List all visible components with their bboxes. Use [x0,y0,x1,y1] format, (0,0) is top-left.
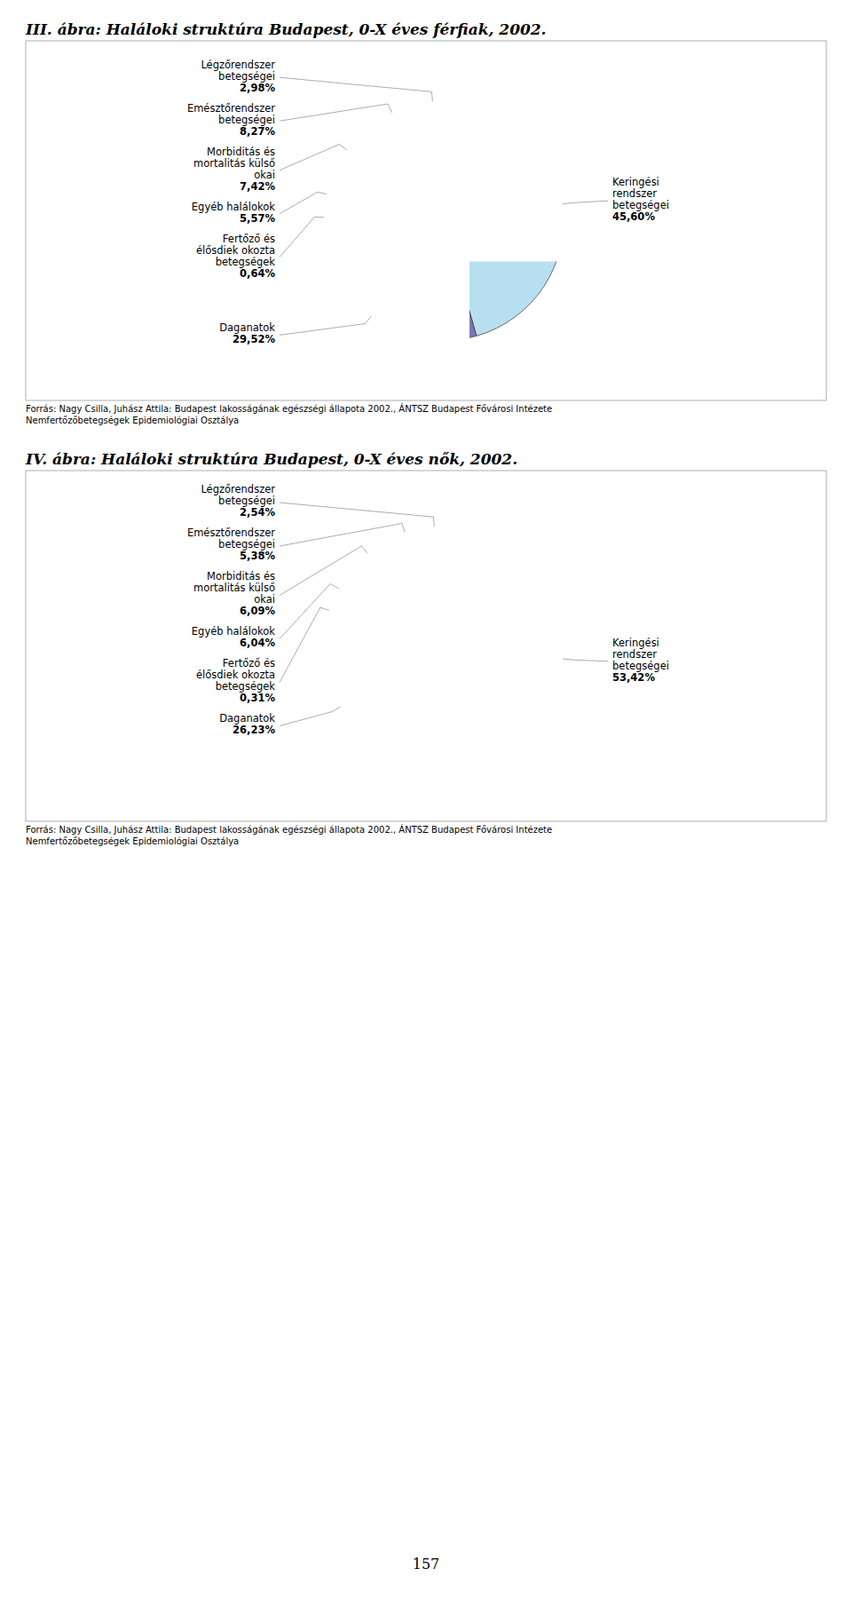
category-label: Keringésirendszerbetegségei [612,636,670,672]
category-label-line: okai [253,168,276,182]
leader-line [279,545,368,596]
category-label: Fertőző ésélősdiek okoztabetegségek [196,232,276,269]
chart: III. ábra: Haláloki struktúra Budapest, … [24,20,827,426]
value-label: 5,57% [239,212,276,225]
category-label-line: Keringési [612,175,660,189]
category-label-line: Daganatok [219,321,276,334]
value-label: 2,98% [239,81,276,95]
category-label-line: mortalitás külső [193,157,276,170]
category-label-line: Egyéb halálokok [191,624,276,638]
leader-line [279,144,348,171]
category-label: Daganatok [219,321,276,334]
leader-line [279,502,434,527]
leader-line [279,583,340,639]
frame [25,470,827,821]
leader-line [279,191,327,213]
category-label-line: betegségei [218,494,276,507]
value-label: 6,04% [239,636,276,649]
value-label: 0,64% [239,267,276,280]
category-label: Egyéb halálokok [191,200,276,213]
leader-line [279,103,393,121]
category-label: Morbiditás ésmortalitás külsőokai [193,569,276,606]
category-label-line: okai [253,592,276,606]
category-label-line: betegségei [218,113,276,127]
leader-line [279,315,371,335]
title: IV. ábra: Haláloki struktúra Budapest, 0… [24,449,518,468]
category-label-line: Morbiditás és [206,145,276,158]
leader-line [279,607,330,682]
category-label-line: mortalitás külső [193,581,276,594]
source-note: Nemfertőzőbetegségek Epidemiológiai Oszt… [25,415,239,426]
chart: IV. ábra: Haláloki struktúra Budapest, 0… [24,449,827,846]
frame [25,40,827,401]
category-label-line: Daganatok [219,711,276,725]
category-label: Morbiditás ésmortalitás külsőokai [193,145,276,182]
category-label: Légzőrendszerbetegségei [200,58,276,83]
category-label-line: rendszer [612,187,657,200]
category-label: Keringésirendszerbetegségei [612,175,670,212]
category-label-line: Fertőző és [222,656,276,670]
category-label: Légzőrendszerbetegségei [200,482,276,507]
value-label: 8,27% [239,125,276,138]
leader-line [279,706,341,726]
category-label-line: Légzőrendszer [200,58,276,71]
category-label: Egyéb halálokok [191,624,276,638]
category-label-line: Emésztőrendszer [187,102,276,115]
category-label-line: betegségei [218,70,276,83]
data-labels: Keringésirendszerbetegségei45,60%Daganat… [187,58,670,347]
leader-line [279,523,405,547]
page: III. ábra: Haláloki struktúra Budapest, … [0,0,852,1600]
category-label: Daganatok [219,711,276,725]
value-label: 2,54% [239,505,276,519]
category-label-line: betegségei [218,537,276,551]
category-label-line: betegségei [612,198,670,212]
category-label-line: betegségek [215,679,277,693]
slice [469,261,477,341]
category-label-line: Emésztőrendszer [187,526,276,539]
category-label-line: Légzőrendszer [200,482,276,496]
slices [469,261,564,341]
leader-line [562,200,608,205]
source-note: Forrás: Nagy Csilla, Juhász Attila: Buda… [25,402,553,414]
title: III. ábra: Haláloki struktúra Budapest, … [24,20,547,39]
value-label: 26,23% [232,723,276,736]
category-label-line: Egyéb halálokok [191,200,276,213]
value-label: 53,42% [612,670,655,684]
category-label-line: betegségei [612,659,670,672]
category-label-line: Morbiditás és [206,569,276,583]
category-label-line: betegségek [215,255,277,269]
data-labels: Keringésirendszerbetegségei53,42%Daganat… [187,482,670,736]
slice [469,261,564,337]
category-label: Emésztőrendszerbetegségei [187,102,276,127]
value-label: 6,09% [239,604,276,617]
leader-line [279,77,433,102]
category-label: Emésztőrendszerbetegségei [187,526,276,551]
category-label: Fertőző ésélősdiek okoztabetegségek [196,656,276,693]
source-note: Forrás: Nagy Csilla, Juhász Attila: Buda… [25,823,553,835]
category-label-line: élősdiek okozta [196,668,276,681]
category-label-line: Fertőző és [222,232,276,245]
value-label: 7,42% [239,180,276,193]
value-label: 29,52% [232,332,276,346]
value-label: 45,60% [612,210,655,223]
leader-line [279,216,324,257]
category-label-line: élősdiek okozta [196,244,276,257]
category-label-line: Keringési [612,636,660,649]
page-number: 157 [412,1554,441,1572]
category-label-line: rendszer [612,647,657,661]
leader-line [562,658,608,662]
value-label: 5,38% [239,549,276,562]
source-note: Nemfertőzőbetegségek Epidemiológiai Oszt… [25,836,239,846]
value-label: 0,31% [239,691,276,704]
